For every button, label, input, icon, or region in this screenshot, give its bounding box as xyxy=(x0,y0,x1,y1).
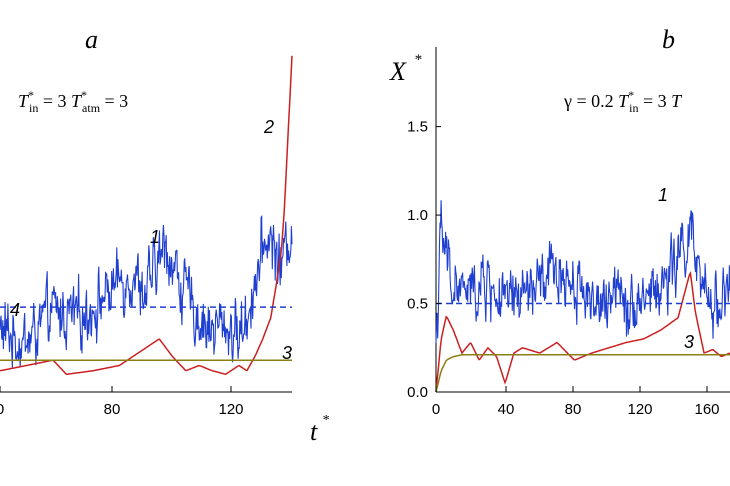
panel-b-ticks: 0.0 0.5 1.0 1.5 0 40 80 120 160 xyxy=(407,119,719,418)
panel-a-curve-labels: 1 2 3 4 xyxy=(10,117,292,363)
curve-label-3: 3 xyxy=(282,343,292,363)
panel-b-curve-labels: 13 xyxy=(658,185,694,352)
panel-b-letter: b xyxy=(662,25,675,54)
svg-text:*: * xyxy=(414,52,422,68)
curve-label-2: 2 xyxy=(263,117,274,137)
curve-label-1: 1 xyxy=(658,185,668,205)
svg-text:X: X xyxy=(389,57,407,86)
series-line-1 xyxy=(0,214,293,368)
x-tick-label: 120 xyxy=(218,401,243,418)
x-tick-label: 80 xyxy=(104,401,121,418)
x-tick-label: 120 xyxy=(627,401,652,418)
panel-b-series xyxy=(435,200,730,393)
panel-b: b X * γ = 0.2 T* in = 3 T 0.0 0.5 1.0 1.5 0 40… xyxy=(389,25,730,418)
x-tick-label: 160 xyxy=(694,401,719,418)
series-line-1 xyxy=(435,200,730,344)
panel-a-ticks: 0 80 120 xyxy=(0,386,244,418)
curve-label-4: 4 xyxy=(10,300,20,320)
panel-b-ylabel: X * xyxy=(389,52,422,86)
x-tick-label: 0 xyxy=(0,401,4,418)
series-line-aux-2 xyxy=(435,354,730,393)
params-text: γ = 0.2 T* in = 3 T xyxy=(563,88,683,115)
params-text: T* in = 3 T* atm = 3 xyxy=(18,88,128,115)
y-tick-label: 0.5 xyxy=(407,296,428,313)
x-tick-label: 0 xyxy=(432,401,440,418)
panel-a-letter: a xyxy=(85,25,98,54)
y-tick-label: 0.0 xyxy=(407,384,428,401)
curve-label-1: 1 xyxy=(150,227,160,247)
y-tick-label: 1.0 xyxy=(407,207,428,224)
series-line-3 xyxy=(435,271,730,393)
panel-a-xlabel: t * xyxy=(310,413,329,446)
panel-b-params: γ = 0.2 T* in = 3 T xyxy=(563,88,683,115)
x-tick-label: 40 xyxy=(498,401,515,418)
curve-label-3: 3 xyxy=(684,332,694,352)
panel-a-params: T* in = 3 T* atm = 3 xyxy=(18,88,128,115)
series-line-2 xyxy=(0,55,293,375)
x-tick-label: 80 xyxy=(565,401,582,418)
panel-a-series xyxy=(0,55,293,375)
panel-a: a T*in = 3 T*atm = 3 0 80 120 1 2 3 4 t * xyxy=(0,25,329,446)
y-tick-label: 1.5 xyxy=(407,119,428,136)
svg-text:*: * xyxy=(322,413,329,428)
svg-text:t: t xyxy=(310,417,318,446)
